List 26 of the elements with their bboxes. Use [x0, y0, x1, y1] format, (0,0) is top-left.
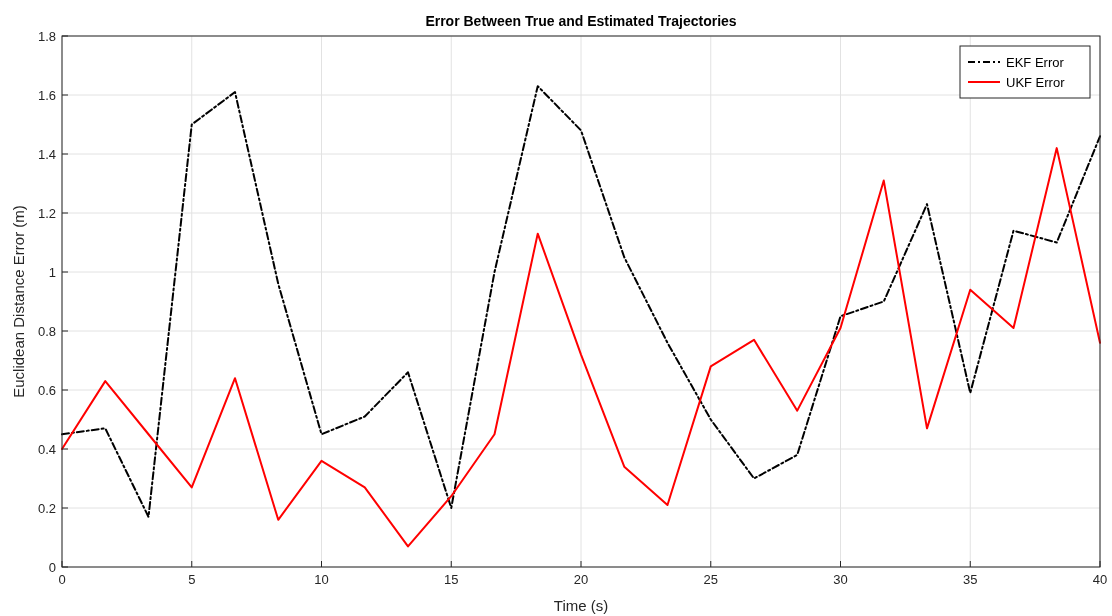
y-tick-label: 1.6 — [37, 87, 56, 103]
legend-label: EKF Error — [1006, 55, 1065, 70]
y-axis-title: Euclidean Distance Error (m) — [10, 205, 27, 398]
y-tick-label: 1 — [48, 264, 56, 280]
line-series — [61, 85, 1101, 518]
x-axis-title: Time (s) — [553, 597, 609, 614]
x-tick-label: 15 — [444, 572, 459, 587]
y-tick-label: 0.2 — [37, 500, 56, 516]
y-tick-label: 0.8 — [37, 323, 56, 339]
legend-label: UKF Error — [1006, 75, 1066, 90]
x-tick-label: 10 — [314, 572, 329, 587]
y-tick-label: 1.4 — [37, 146, 56, 162]
x-tick-label: 30 — [833, 572, 848, 587]
x-tick-label: 0 — [58, 572, 66, 587]
x-tick-label: 20 — [573, 572, 589, 587]
y-tick-label: 0 — [48, 559, 56, 575]
line-series — [61, 147, 1101, 548]
y-tick-label: 0.6 — [37, 382, 56, 398]
y-tick-label: 1.8 — [37, 28, 56, 44]
y-tick-label: 0.4 — [37, 441, 56, 457]
x-tick-label: 40 — [1092, 572, 1108, 587]
x-tick-label: 5 — [188, 572, 196, 587]
y-tick-label: 1.2 — [37, 205, 56, 221]
x-tick-label: 25 — [703, 572, 718, 587]
x-tick-label: 35 — [963, 572, 978, 587]
chart-title: Error Between True and Estimated Trajectories — [425, 13, 737, 29]
